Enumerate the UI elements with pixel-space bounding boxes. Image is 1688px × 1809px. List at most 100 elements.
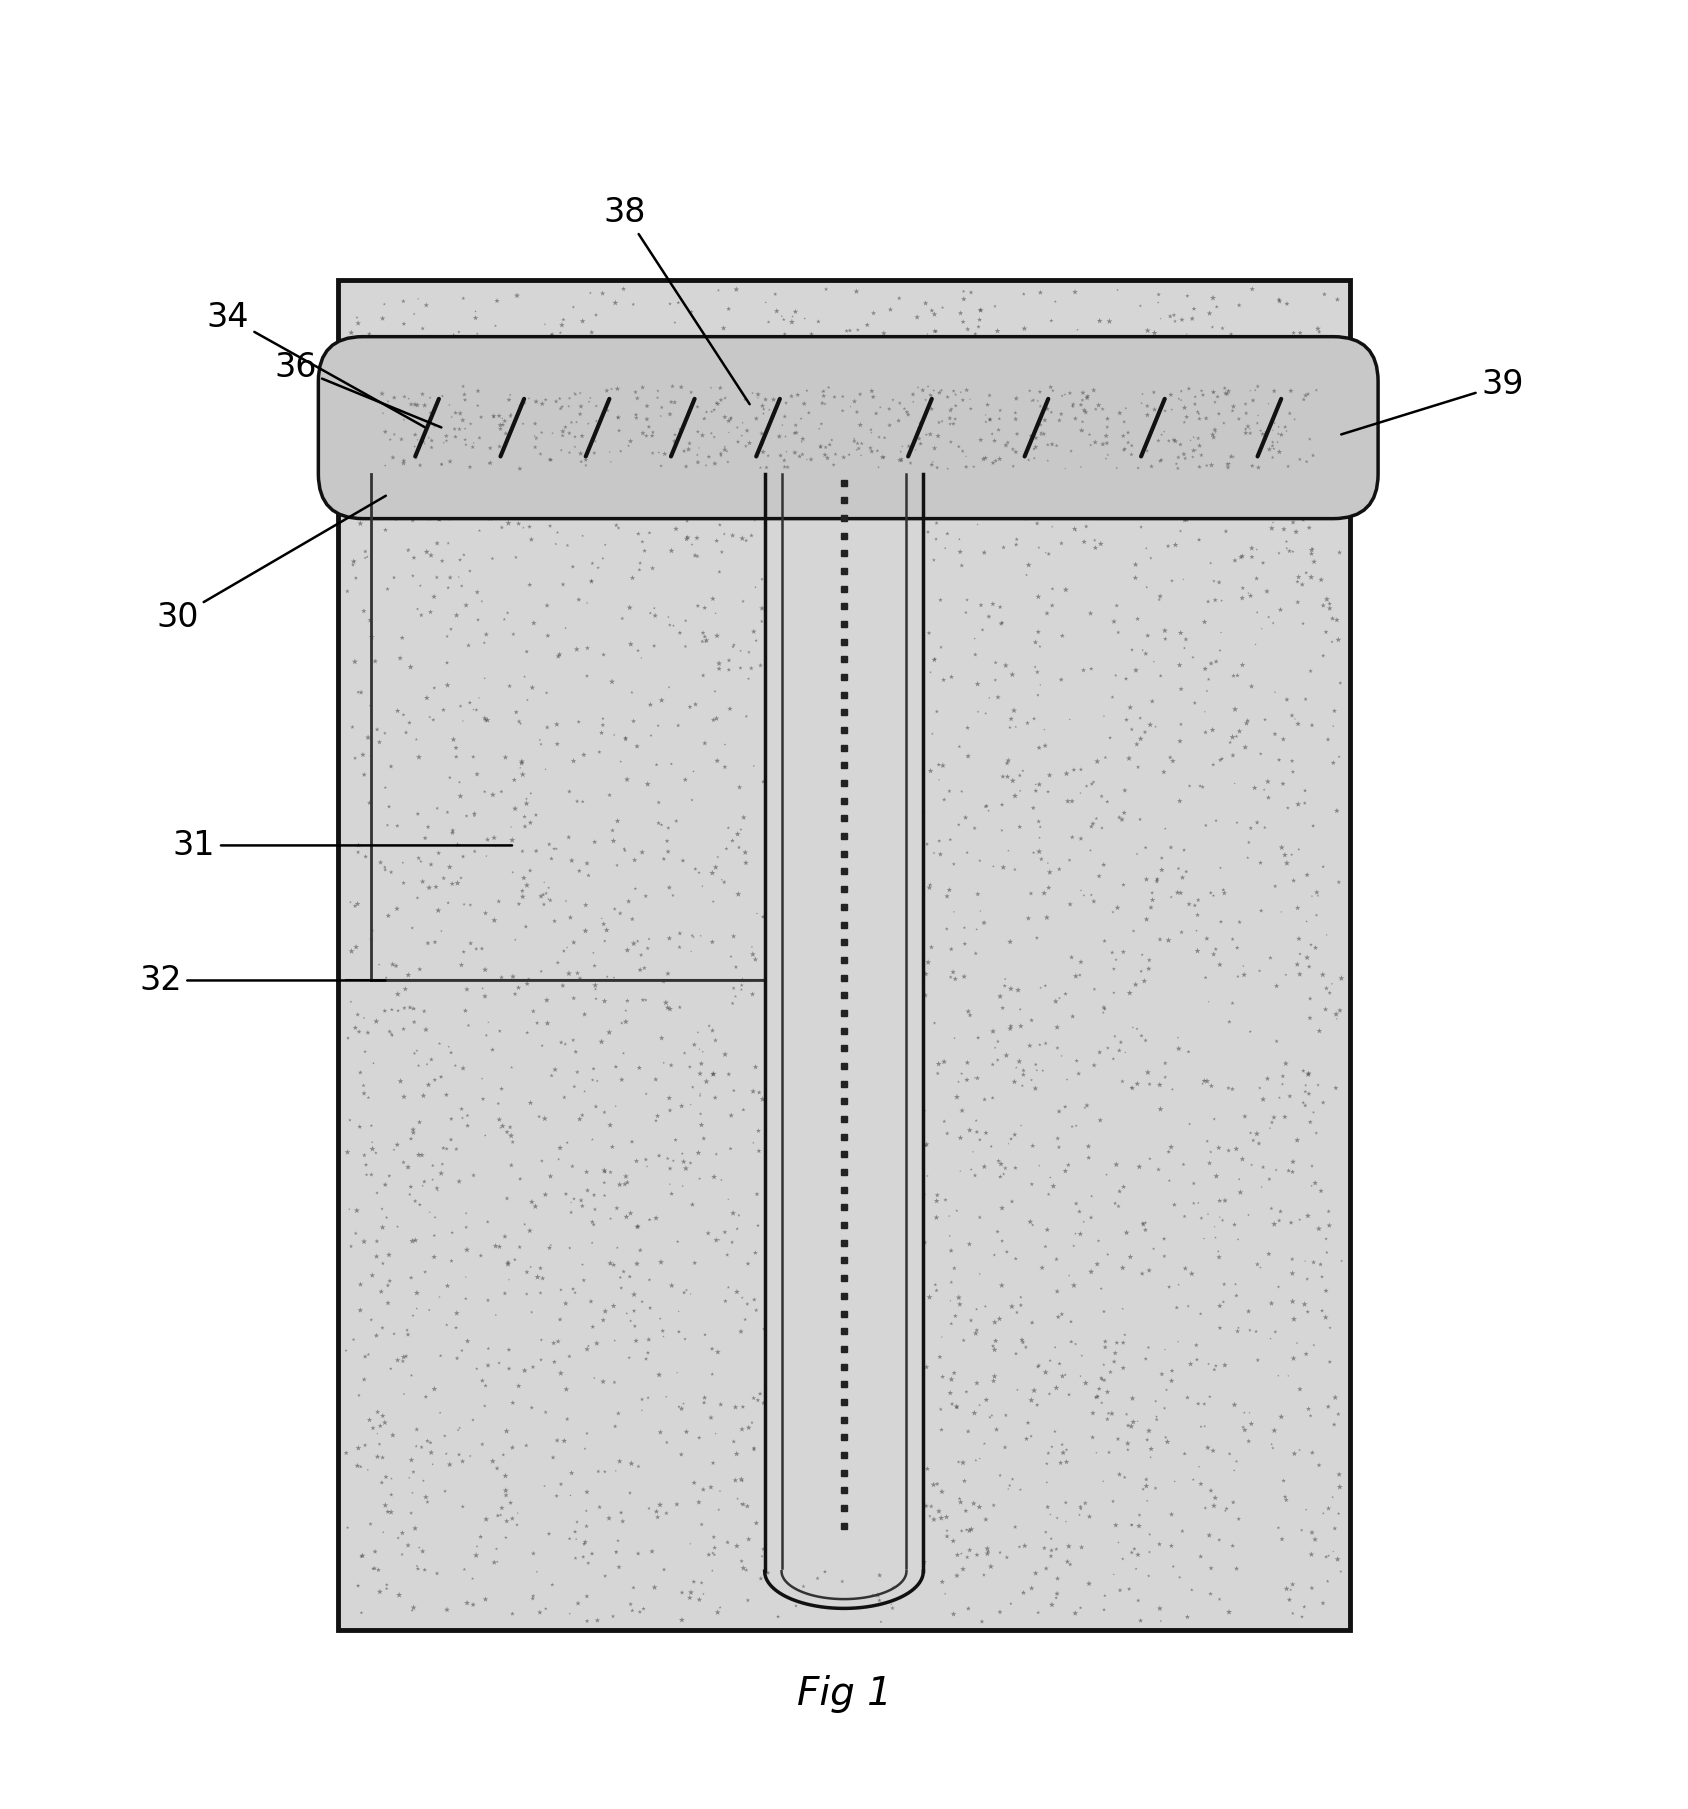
Point (986, 1147, 1013, 1176)
Point (1273, 848, 1300, 877)
Point (979, 326, 1006, 355)
Point (954, 713, 981, 742)
Point (463, 695, 490, 724)
Point (383, 1212, 410, 1241)
Point (707, 1476, 734, 1505)
Point (1067, 1500, 1094, 1529)
Point (864, 452, 891, 481)
Point (714, 1185, 741, 1214)
Point (1286, 1375, 1313, 1404)
Point (1283, 1125, 1310, 1154)
Point (981, 1366, 1008, 1395)
Point (1328, 1246, 1355, 1275)
Point (1148, 1606, 1175, 1635)
Point (1033, 394, 1060, 423)
Point (1259, 1433, 1286, 1462)
Point (680, 1031, 707, 1060)
Point (809, 409, 836, 438)
Point (503, 543, 530, 572)
Point (910, 376, 937, 405)
Point (829, 396, 856, 425)
Point (344, 678, 371, 707)
Point (1207, 745, 1234, 774)
Point (1158, 394, 1185, 423)
Point (635, 412, 662, 441)
Point (1286, 1205, 1313, 1234)
Point (991, 1433, 1018, 1462)
Point (984, 1046, 1011, 1075)
Point (1180, 1189, 1207, 1217)
Point (348, 1599, 375, 1628)
Point (1274, 452, 1301, 481)
Point (1236, 483, 1263, 512)
Point (351, 760, 378, 789)
Point (1021, 492, 1048, 521)
Point (581, 827, 608, 856)
Point (1187, 1299, 1214, 1328)
Point (513, 1018, 540, 1047)
Point (1041, 1416, 1069, 1445)
Point (517, 1252, 544, 1281)
Point (665, 288, 692, 317)
Point (1295, 1058, 1322, 1087)
Point (383, 340, 410, 369)
Point (619, 930, 647, 959)
Point (1023, 416, 1050, 445)
Point (1227, 1178, 1254, 1207)
Point (949, 1449, 976, 1478)
Point (1114, 483, 1141, 512)
Point (658, 749, 685, 778)
Point (633, 1344, 660, 1373)
Point (410, 1467, 437, 1496)
Point (658, 1179, 685, 1208)
Point (1139, 885, 1166, 914)
Point (498, 1122, 525, 1151)
Point (446, 1167, 473, 1196)
Point (630, 1594, 657, 1623)
Point (647, 1491, 674, 1520)
Point (1209, 1207, 1236, 1236)
Point (972, 1505, 999, 1534)
Point (905, 373, 932, 402)
Point (697, 1473, 724, 1501)
Point (341, 546, 368, 575)
Point (1009, 756, 1036, 785)
Point (949, 552, 976, 581)
Point (1089, 1388, 1116, 1416)
Point (810, 376, 837, 405)
Point (1117, 1538, 1144, 1567)
Point (572, 472, 599, 501)
Point (1067, 1492, 1094, 1521)
Point (726, 832, 753, 861)
Point (1028, 420, 1055, 449)
Point (954, 376, 981, 405)
Point (1225, 1165, 1252, 1194)
Point (513, 637, 540, 666)
Point (974, 792, 1001, 821)
Point (469, 1366, 496, 1395)
Point (1082, 534, 1109, 563)
Point (1133, 534, 1160, 563)
Point (1261, 678, 1288, 707)
Point (449, 1337, 476, 1366)
Point (354, 1018, 381, 1047)
Point (513, 470, 540, 499)
Point (601, 1368, 628, 1397)
Point (481, 1549, 508, 1577)
Point (549, 421, 576, 450)
Point (1038, 592, 1065, 620)
Point (552, 349, 579, 378)
Point (1183, 398, 1210, 427)
Point (562, 421, 589, 450)
Point (491, 743, 518, 772)
Point (945, 432, 972, 461)
Point (1053, 1435, 1080, 1463)
Point (459, 432, 486, 461)
Point (920, 376, 947, 405)
Point (1246, 1129, 1273, 1158)
Point (1075, 1143, 1102, 1172)
Point (1220, 393, 1247, 421)
Point (986, 1304, 1013, 1333)
Point (1188, 1203, 1215, 1232)
Point (917, 658, 944, 687)
